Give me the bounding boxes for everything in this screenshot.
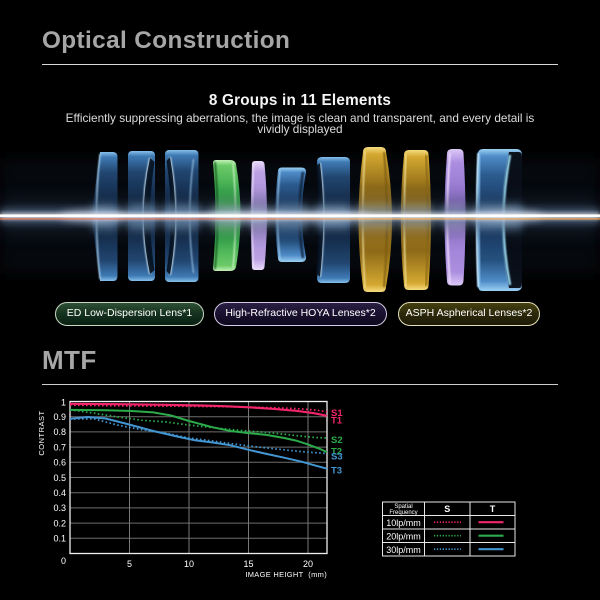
svg-text:CONTRAST: CONTRAST bbox=[37, 410, 46, 455]
svg-text:0.4: 0.4 bbox=[53, 488, 66, 498]
svg-text:20lp/mm: 20lp/mm bbox=[386, 531, 421, 541]
svg-text:20: 20 bbox=[303, 559, 313, 569]
svg-text:0.2: 0.2 bbox=[53, 518, 66, 528]
svg-text:T1: T1 bbox=[331, 416, 343, 427]
svg-text:30lp/mm: 30lp/mm bbox=[386, 545, 421, 555]
svg-text:1: 1 bbox=[61, 398, 66, 408]
svg-text:10lp/mm: 10lp/mm bbox=[386, 518, 421, 528]
svg-text:10: 10 bbox=[184, 559, 194, 569]
svg-text:IMAGE HEIGHT (mm): IMAGE HEIGHT (mm) bbox=[245, 570, 327, 579]
svg-text:T2: T2 bbox=[331, 447, 342, 458]
svg-text:S3: S3 bbox=[331, 452, 343, 463]
svg-text:S: S bbox=[444, 504, 450, 514]
svg-text:Spatial: Spatial bbox=[394, 504, 412, 510]
svg-text:0.3: 0.3 bbox=[53, 503, 66, 513]
svg-text:S1: S1 bbox=[331, 408, 343, 419]
svg-text:5: 5 bbox=[127, 559, 132, 569]
svg-text:0.1: 0.1 bbox=[53, 534, 66, 544]
svg-text:15: 15 bbox=[243, 559, 253, 569]
svg-text:T3: T3 bbox=[331, 466, 342, 477]
svg-text:0.8: 0.8 bbox=[53, 427, 66, 437]
svg-text:T: T bbox=[490, 504, 496, 514]
svg-text:0.7: 0.7 bbox=[53, 442, 66, 452]
svg-text:0: 0 bbox=[61, 556, 66, 566]
svg-text:0.9: 0.9 bbox=[53, 412, 66, 422]
svg-text:0.6: 0.6 bbox=[53, 458, 66, 468]
svg-text:Frequency: Frequency bbox=[389, 510, 417, 516]
svg-text:0.5: 0.5 bbox=[53, 473, 66, 483]
svg-text:S2: S2 bbox=[331, 435, 343, 446]
